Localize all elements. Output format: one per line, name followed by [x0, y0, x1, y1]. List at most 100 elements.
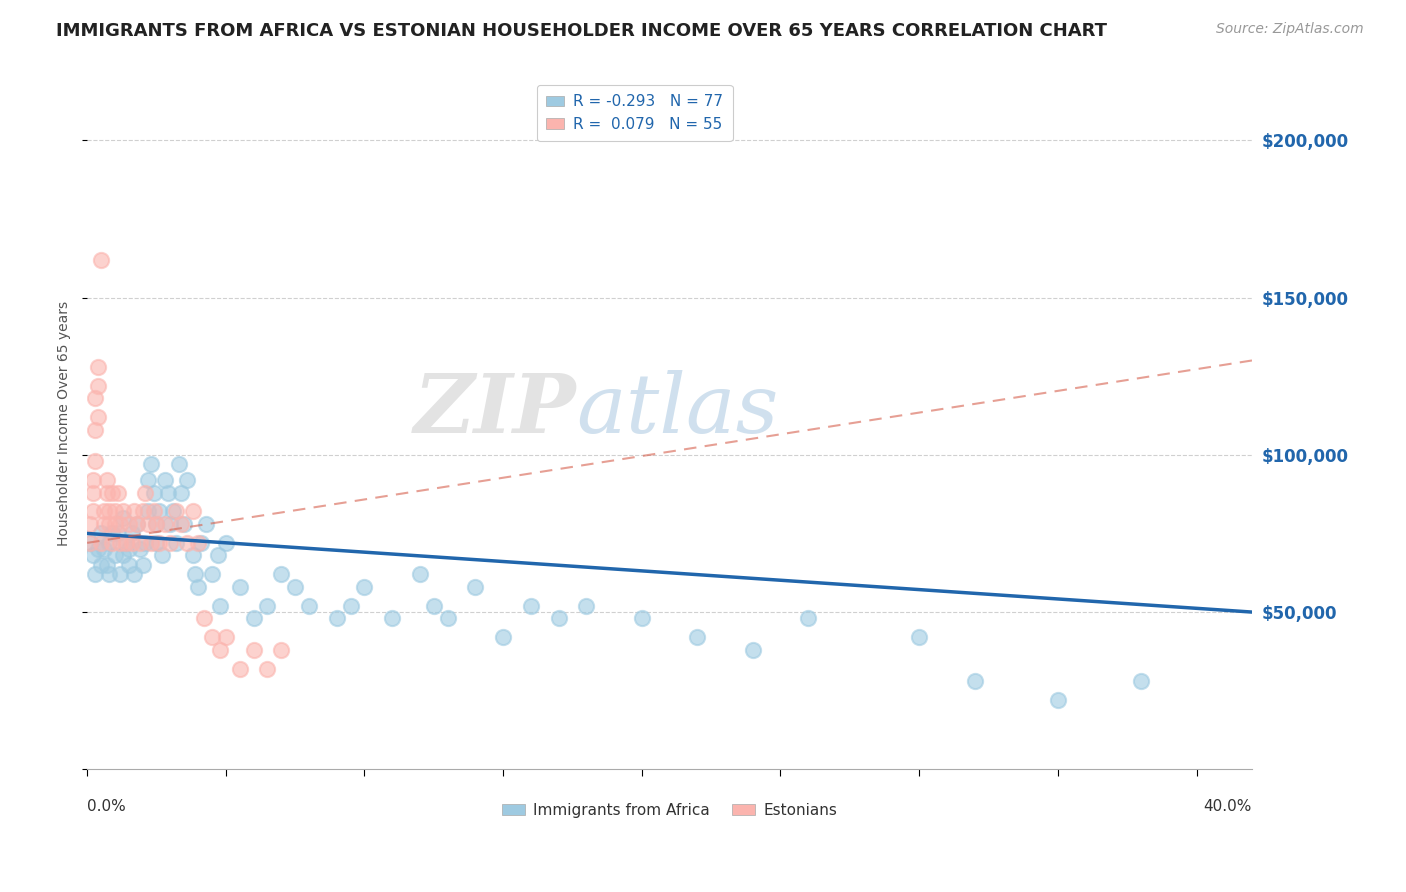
Point: [136, 516, 159, 531]
Point: [79, 516, 101, 531]
Point: [326, 611, 349, 625]
Point: [125, 516, 148, 531]
Point: [84, 567, 107, 582]
Point: [118, 542, 141, 557]
Point: [686, 630, 709, 644]
Point: [121, 536, 143, 550]
Point: [128, 542, 150, 557]
Point: [112, 549, 135, 563]
Point: [195, 516, 218, 531]
Y-axis label: Householder Income Over 65 years: Householder Income Over 65 years: [58, 301, 72, 546]
Point: [464, 580, 486, 594]
Point: [228, 662, 250, 676]
Point: [215, 536, 238, 550]
Text: 40.0%: 40.0%: [1204, 799, 1251, 814]
Point: [84, 454, 107, 468]
Point: [110, 516, 132, 531]
Point: [145, 536, 167, 550]
Point: [187, 536, 209, 550]
Point: [142, 485, 165, 500]
Point: [228, 580, 250, 594]
Point: [170, 485, 193, 500]
Point: [93, 542, 115, 557]
Point: [187, 580, 209, 594]
Point: [741, 642, 763, 657]
Point: [630, 611, 652, 625]
Point: [176, 536, 198, 550]
Text: atlas: atlas: [576, 369, 779, 450]
Point: [93, 504, 115, 518]
Point: [107, 526, 129, 541]
Point: [1130, 674, 1153, 689]
Point: [156, 485, 179, 500]
Point: [575, 599, 598, 613]
Point: [148, 536, 170, 550]
Point: [82, 504, 104, 518]
Point: [118, 558, 141, 572]
Point: [107, 485, 129, 500]
Point: [96, 485, 118, 500]
Point: [193, 611, 215, 625]
Point: [90, 536, 112, 550]
Point: [93, 516, 115, 531]
Point: [339, 599, 361, 613]
Point: [136, 504, 159, 518]
Point: [115, 536, 138, 550]
Point: [409, 567, 432, 582]
Point: [1046, 693, 1069, 707]
Point: [82, 473, 104, 487]
Point: [98, 516, 121, 531]
Point: [153, 516, 176, 531]
Point: [115, 536, 138, 550]
Point: [270, 642, 292, 657]
Point: [153, 473, 176, 487]
Point: [139, 457, 162, 471]
Point: [162, 504, 184, 518]
Point: [87, 542, 110, 557]
Point: [112, 504, 135, 518]
Point: [145, 516, 167, 531]
Point: [145, 516, 167, 531]
Point: [167, 457, 190, 471]
Point: [131, 558, 153, 572]
Point: [79, 536, 101, 550]
Point: [209, 599, 232, 613]
Point: [142, 504, 165, 518]
Point: [104, 504, 127, 518]
Point: [353, 580, 375, 594]
Point: [150, 549, 173, 563]
Point: [908, 630, 931, 644]
Point: [125, 516, 148, 531]
Point: [124, 567, 146, 582]
Point: [139, 536, 162, 550]
Point: [110, 536, 132, 550]
Point: [256, 662, 278, 676]
Point: [87, 378, 110, 392]
Point: [209, 642, 232, 657]
Point: [190, 536, 212, 550]
Point: [201, 630, 224, 644]
Point: [159, 536, 181, 550]
Point: [121, 526, 143, 541]
Point: [124, 504, 146, 518]
Point: [520, 599, 543, 613]
Point: [284, 580, 307, 594]
Point: [492, 630, 515, 644]
Point: [176, 473, 198, 487]
Point: [423, 599, 446, 613]
Point: [101, 526, 124, 541]
Point: [128, 536, 150, 550]
Point: [184, 567, 207, 582]
Point: [547, 611, 569, 625]
Point: [242, 611, 264, 625]
Point: [215, 630, 238, 644]
Point: [90, 526, 112, 541]
Point: [110, 567, 132, 582]
Point: [134, 536, 156, 550]
Point: [90, 252, 112, 267]
Point: [84, 391, 107, 405]
Point: [181, 504, 204, 518]
Point: [165, 536, 187, 550]
Point: [256, 599, 278, 613]
Point: [270, 567, 292, 582]
